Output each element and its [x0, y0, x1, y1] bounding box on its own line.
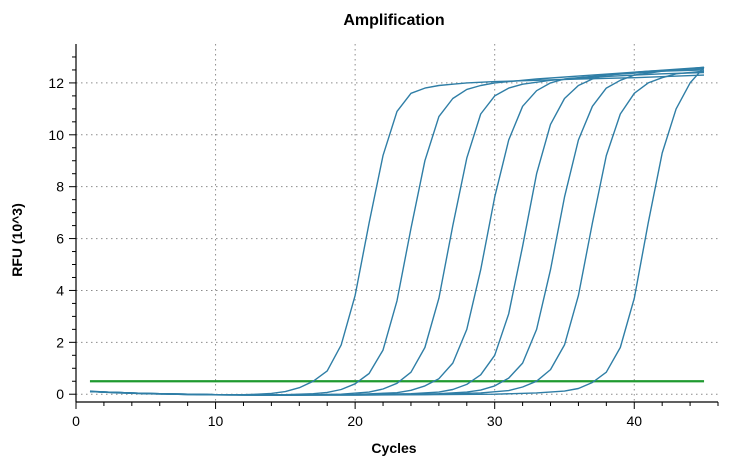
- x-tick-label: 20: [347, 413, 363, 429]
- amplification-curve-8: [89, 66, 705, 396]
- y-tick-label: 10: [48, 127, 64, 143]
- y-tick-label: 6: [56, 231, 64, 247]
- x-tick-label: 40: [626, 413, 642, 429]
- x-tick-label: 10: [208, 413, 224, 429]
- y-tick-label: 0: [56, 386, 64, 402]
- x-tick-label: 30: [487, 413, 503, 429]
- y-tick-label: 2: [56, 334, 64, 350]
- y-tick-label: 4: [56, 282, 64, 298]
- x-tick-label: 0: [72, 413, 80, 429]
- y-tick-label: 8: [56, 179, 64, 195]
- chart-title: Amplification: [343, 12, 444, 29]
- grid-lines: [76, 44, 718, 402]
- plot-area: [89, 66, 705, 396]
- axes: 0 10 20 30 40 0 2 4 6 8 10 12: [48, 44, 719, 429]
- y-tick-label: 12: [48, 75, 64, 91]
- x-axis-label: Cycles: [371, 440, 416, 456]
- y-axis-label: RFU (10^3): [9, 203, 25, 277]
